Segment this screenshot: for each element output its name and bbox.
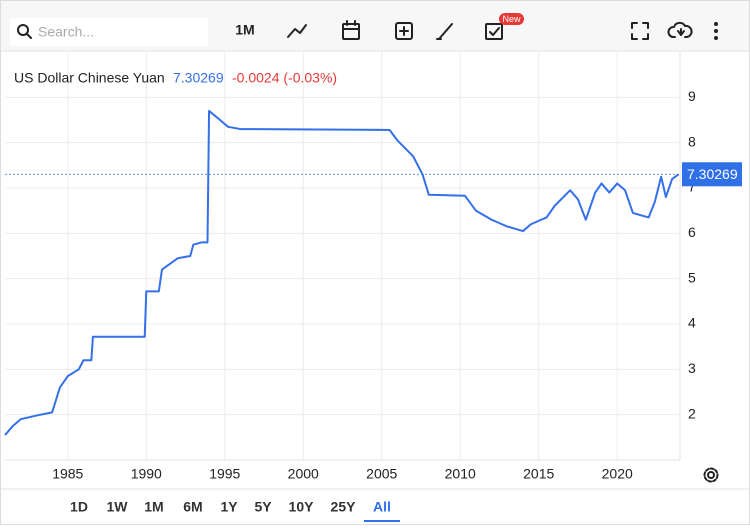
settings-icon[interactable] (703, 467, 719, 483)
range-button[interactable]: 6M (183, 499, 202, 515)
search-box[interactable] (10, 18, 208, 46)
events-icon[interactable] (485, 23, 503, 40)
new-badge-text: New (502, 14, 521, 24)
y-tick-label: 2 (688, 405, 696, 421)
download-icon[interactable] (667, 21, 693, 38)
range-button[interactable]: 5Y (254, 499, 272, 515)
add-indicator-icon[interactable] (395, 22, 413, 40)
y-tick-label: 7 (688, 179, 696, 195)
x-tick-label: 2000 (288, 466, 319, 482)
y-tick-label: 6 (688, 224, 696, 240)
range-button[interactable]: 1D (70, 499, 88, 515)
last-price-tag (682, 162, 742, 187)
x-tick-label: 2015 (523, 466, 554, 482)
range-button[interactable]: 25Y (331, 499, 357, 515)
range-button[interactable]: 1W (107, 499, 129, 515)
x-tick-label: 2020 (602, 466, 633, 482)
y-tick-label: 3 (688, 360, 696, 376)
range-button[interactable]: 1M (144, 499, 163, 515)
search-placeholder[interactable]: Search... (38, 24, 94, 40)
new-badge (499, 13, 524, 25)
x-tick-label: 1995 (209, 466, 240, 482)
x-tick-label: 2010 (445, 466, 476, 482)
y-tick-label: 4 (688, 315, 696, 331)
search-icon (17, 24, 32, 39)
y-tick-label: 9 (688, 88, 696, 104)
draw-icon[interactable] (436, 23, 453, 40)
x-tick-label: 1985 (52, 466, 83, 482)
range-button[interactable]: 1Y (220, 499, 238, 515)
y-tick-label: 5 (688, 269, 696, 285)
price-line (4, 109, 680, 436)
calendar-icon[interactable] (342, 20, 360, 40)
instrument-name: US Dollar Chinese Yuan (14, 70, 165, 86)
price-change: -0.0024 (-0.03%) (232, 70, 337, 86)
fullscreen-icon[interactable] (631, 22, 649, 40)
last-price-tag-label: 7.30269 (687, 166, 738, 182)
x-tick-label: 2005 (366, 466, 397, 482)
range-button[interactable]: 10Y (289, 499, 315, 515)
plot-area: 2 3 4 5 6 7 8 9 1985 1990 1995 2000 2005 2010 2015 2020… (4, 52, 742, 482)
chart-type-icon[interactable] (287, 24, 307, 38)
last-price: 7.30269 (173, 70, 224, 86)
menu-icon[interactable] (714, 22, 718, 40)
range-button[interactable]: All (373, 499, 391, 515)
range-buttons: 1D 1W 1M 6M 1Y 5Y 10Y 25Y All (70, 499, 400, 522)
interval-button[interactable]: 1M (235, 22, 254, 38)
y-tick-label: 8 (688, 133, 696, 149)
x-tick-label: 1990 (131, 466, 162, 482)
